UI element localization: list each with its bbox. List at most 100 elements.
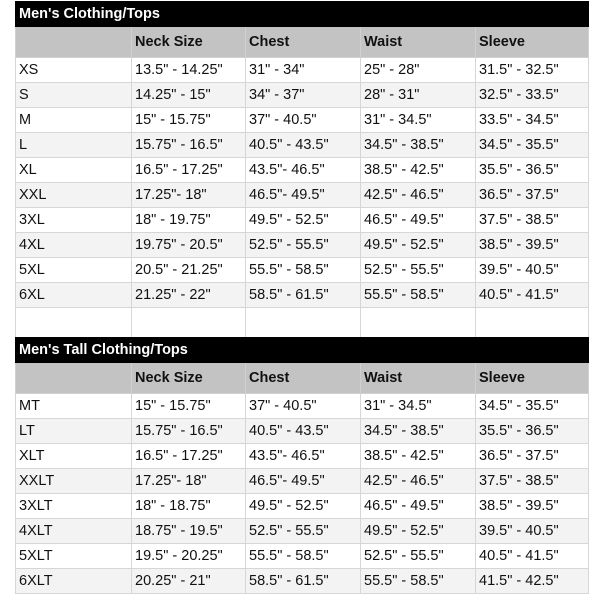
column-header <box>15 26 132 58</box>
measurement-cell: 49.5" - 52.5" <box>245 493 361 519</box>
measurement-cell: 58.5" - 61.5" <box>245 568 361 594</box>
table-row: 4XL 19.75" - 20.5" 52.5" - 55.5" 49.5" - 52… <box>15 232 589 258</box>
measurement-cell: 32.5" - 33.5" <box>475 82 589 108</box>
measurement-cell: 20.25" - 21" <box>131 568 246 594</box>
measurement-cell: 46.5" - 49.5" <box>360 493 476 519</box>
size-label: XL <box>15 157 132 183</box>
column-header: Waist <box>360 362 476 394</box>
measurement-cell: 15.75" - 16.5" <box>131 132 246 158</box>
measurement-cell: 38.5" - 42.5" <box>360 157 476 183</box>
measurement-cell: 35.5" - 36.5" <box>475 157 589 183</box>
measurement-cell: 43.5"- 46.5" <box>245 157 361 183</box>
measurement-cell: 19.5" - 20.25" <box>131 543 246 569</box>
column-header: Chest <box>245 362 361 394</box>
measurement-cell: 14.25" - 15" <box>131 82 246 108</box>
table-row: XL 16.5" - 17.25" 43.5"- 46.5" 38.5" - 42.5… <box>15 157 589 183</box>
measurement-cell: 16.5" - 17.25" <box>131 157 246 183</box>
measurement-cell: 40.5" - 41.5" <box>474 543 590 569</box>
table-title: Men's Tall Clothing/Tops <box>14 337 590 363</box>
table-row: XLT 16.5" - 17.25" 43.5"- 46.5" 38.5" - 42.… <box>15 443 590 469</box>
measurement-cell: 21.25" - 22" <box>131 282 246 308</box>
measurement-cell: 46.5"- 49.5" <box>245 182 361 208</box>
measurement-cell: 39.5" - 40.5" <box>474 518 590 544</box>
column-header: Neck Size <box>131 362 246 394</box>
measurement-cell: 52.5" - 55.5" <box>360 543 476 569</box>
mens-tall-tops-size-table: Men's Tall Clothing/Tops Neck Size Chest Wa… <box>14 337 590 594</box>
measurement-cell: 19.75" - 20.5" <box>131 232 246 258</box>
size-label: M <box>15 107 132 133</box>
measurement-cell: 46.5" - 49.5" <box>360 207 476 233</box>
empty-row <box>15 307 589 338</box>
measurement-cell: 31" - 34.5" <box>360 107 476 133</box>
size-label: XS <box>15 57 132 83</box>
measurement-cell: 37.5" - 38.5" <box>474 468 590 494</box>
size-label: 3XL <box>15 207 132 233</box>
measurement-cell: 40.5" - 43.5" <box>245 132 361 158</box>
size-label: 6XLT <box>15 568 132 594</box>
measurement-cell: 34.5" - 38.5" <box>360 132 476 158</box>
measurement-cell: 36.5" - 37.5" <box>475 182 589 208</box>
measurement-cell: 49.5" - 52.5" <box>360 518 476 544</box>
header-row: Neck Size Chest Waist Sleeve <box>15 26 589 58</box>
measurement-cell: 17.25"- 18" <box>131 468 246 494</box>
measurement-cell: 34.5" - 38.5" <box>360 418 476 444</box>
measurement-cell: 25" - 28" <box>360 57 476 83</box>
empty-cell <box>245 307 361 338</box>
size-label: XXLT <box>15 468 132 494</box>
measurement-cell: 49.5" - 52.5" <box>360 232 476 258</box>
measurement-cell: 31" - 34" <box>245 57 361 83</box>
measurement-cell: 46.5"- 49.5" <box>245 468 361 494</box>
measurement-cell: 55.5" - 58.5" <box>245 257 361 283</box>
size-label: 5XLT <box>15 543 132 569</box>
measurement-cell: 34.5" - 35.5" <box>475 132 589 158</box>
column-header: Sleeve <box>475 26 589 58</box>
measurement-cell: 31.5" - 32.5" <box>475 57 589 83</box>
size-label: XLT <box>15 443 132 469</box>
table-title-row: Men's Tall Clothing/Tops <box>14 337 590 363</box>
measurement-cell: 52.5" - 55.5" <box>245 518 361 544</box>
measurement-cell: 18" - 18.75" <box>131 493 246 519</box>
measurement-cell: 52.5" - 55.5" <box>360 257 476 283</box>
measurement-cell: 13.5" - 14.25" <box>131 57 246 83</box>
size-label: 3XLT <box>15 493 132 519</box>
table-row: 6XLT 20.25" - 21" 58.5" - 61.5" 55.5" - 58.… <box>15 568 590 594</box>
measurement-cell: 16.5" - 17.25" <box>131 443 246 469</box>
measurement-cell: 49.5" - 52.5" <box>245 207 361 233</box>
measurement-cell: 42.5" - 46.5" <box>360 468 476 494</box>
size-label: S <box>15 82 132 108</box>
measurement-cell: 42.5" - 46.5" <box>360 182 476 208</box>
measurement-cell: 33.5" - 34.5" <box>475 107 589 133</box>
table-row: 5XLT 19.5" - 20.25" 55.5" - 58.5" 52.5" - 5… <box>15 543 590 569</box>
empty-cell <box>360 307 476 338</box>
measurement-cell: 58.5" - 61.5" <box>245 282 361 308</box>
measurement-cell: 15.75" - 16.5" <box>131 418 246 444</box>
table-row: 6XL 21.25" - 22" 58.5" - 61.5" 55.5" - 58.5… <box>15 282 589 308</box>
measurement-cell: 18.75" - 19.5" <box>131 518 246 544</box>
empty-cell <box>475 307 589 338</box>
measurement-cell: 38.5" - 42.5" <box>360 443 476 469</box>
table-row: XXL 17.25"- 18" 46.5"- 49.5" 42.5" - 46.5" 3… <box>15 182 589 208</box>
measurement-cell: 34" - 37" <box>245 82 361 108</box>
table-row: 3XL 18" - 19.75" 49.5" - 52.5" 46.5" - 49.5… <box>15 207 589 233</box>
measurement-cell: 37.5" - 38.5" <box>475 207 589 233</box>
measurement-cell: 15" - 15.75" <box>131 393 246 419</box>
empty-cell <box>15 307 132 338</box>
measurement-cell: 38.5" - 39.5" <box>475 232 589 258</box>
table-row: 5XL 20.5" - 21.25" 55.5" - 58.5" 52.5" - 55… <box>15 257 589 283</box>
measurement-cell: 17.25"- 18" <box>131 182 246 208</box>
measurement-cell: 20.5" - 21.25" <box>131 257 246 283</box>
header-row: Neck Size Chest Waist Sleeve <box>15 362 590 394</box>
measurement-cell: 40.5" - 41.5" <box>475 282 589 308</box>
table-row: LT 15.75" - 16.5" 40.5" - 43.5" 34.5" - 38.… <box>15 418 590 444</box>
table-row: XS 13.5" - 14.25" 31" - 34" 25" - 28" 31.5" … <box>15 57 589 83</box>
measurement-cell: 40.5" - 43.5" <box>245 418 361 444</box>
column-header: Sleeve <box>474 362 590 394</box>
measurement-cell: 55.5" - 58.5" <box>360 282 476 308</box>
measurement-cell: 52.5" - 55.5" <box>245 232 361 258</box>
size-label: LT <box>15 418 132 444</box>
size-label: 4XL <box>15 232 132 258</box>
column-header: Waist <box>360 26 476 58</box>
measurement-cell: 38.5" - 39.5" <box>474 493 590 519</box>
empty-cell <box>131 307 246 338</box>
size-label: 4XLT <box>15 518 132 544</box>
